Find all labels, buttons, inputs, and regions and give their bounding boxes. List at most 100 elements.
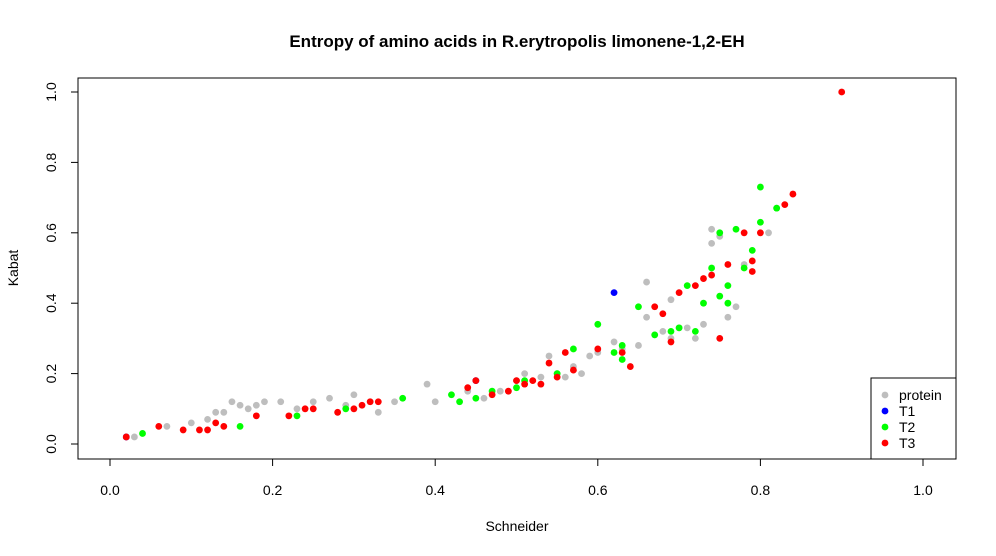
series-t1 bbox=[122, 289, 618, 441]
data-point-t3 bbox=[757, 229, 764, 237]
data-point-protein bbox=[277, 398, 285, 406]
series-protein bbox=[130, 204, 781, 441]
data-point-t2 bbox=[716, 229, 724, 237]
data-point-t2 bbox=[618, 356, 626, 363]
data-point-t2 bbox=[691, 327, 699, 335]
y-tick-label: 0.2 bbox=[43, 364, 59, 384]
data-point-protein bbox=[252, 401, 260, 409]
data-point-t3 bbox=[334, 408, 342, 416]
data-point-protein bbox=[350, 391, 358, 399]
data-point-t3 bbox=[309, 405, 317, 413]
data-point-protein bbox=[480, 394, 488, 402]
data-point-t3 bbox=[464, 384, 472, 392]
data-point-protein bbox=[643, 278, 650, 286]
data-point-t3 bbox=[374, 398, 382, 406]
data-point-t3 bbox=[724, 261, 732, 268]
data-point-t2 bbox=[570, 345, 577, 353]
data-point-protein bbox=[212, 408, 220, 416]
data-point-t2 bbox=[139, 430, 146, 437]
data-point-t2 bbox=[724, 299, 732, 307]
data-point-t2 bbox=[448, 391, 455, 399]
data-point-protein bbox=[578, 370, 585, 377]
data-point-protein bbox=[423, 380, 431, 388]
x-tick-label: 0.2 bbox=[263, 482, 283, 498]
data-point-t3 bbox=[553, 373, 561, 381]
data-point-t3 bbox=[285, 412, 293, 420]
data-point-protein bbox=[732, 303, 740, 311]
data-point-protein bbox=[431, 398, 439, 406]
data-point-t3 bbox=[529, 377, 537, 385]
data-point-protein bbox=[391, 398, 398, 406]
data-point-protein bbox=[700, 320, 707, 328]
data-point-t3 bbox=[521, 380, 529, 388]
data-point-t3 bbox=[350, 405, 358, 413]
data-point-protein bbox=[683, 324, 691, 332]
plot-frame bbox=[77, 77, 957, 460]
data-point-t3 bbox=[537, 380, 545, 388]
data-point-t3 bbox=[838, 88, 846, 96]
data-point-t3 bbox=[513, 377, 520, 385]
data-point-t2 bbox=[700, 299, 707, 307]
data-point-t3 bbox=[366, 398, 374, 406]
data-point-t2 bbox=[456, 398, 463, 406]
data-point-protein bbox=[326, 394, 333, 402]
data-point-protein bbox=[610, 338, 618, 346]
data-point-protein bbox=[244, 405, 252, 413]
data-point-t2 bbox=[667, 327, 675, 335]
data-point-protein bbox=[635, 342, 642, 349]
data-point-t3 bbox=[122, 433, 130, 441]
data-point-protein bbox=[545, 352, 553, 360]
data-point-protein bbox=[537, 373, 545, 381]
legend-marker-protein bbox=[881, 391, 889, 399]
data-point-t2 bbox=[399, 394, 407, 402]
data-point-protein bbox=[309, 398, 317, 406]
y-tick-label: 0.6 bbox=[43, 223, 59, 243]
data-point-t3 bbox=[301, 405, 309, 413]
data-point-t3 bbox=[570, 366, 577, 374]
data-point-t3 bbox=[691, 282, 699, 289]
data-point-t2 bbox=[716, 292, 724, 300]
data-point-protein bbox=[521, 370, 529, 377]
data-point-t3 bbox=[781, 201, 789, 209]
data-point-t3 bbox=[618, 349, 626, 356]
data-point-protein bbox=[261, 398, 268, 406]
data-point-protein bbox=[293, 405, 301, 413]
data-point-protein bbox=[691, 335, 699, 342]
data-point-t3 bbox=[626, 363, 634, 370]
y-tick-label: 0.8 bbox=[43, 152, 59, 172]
x-tick-label: 0.6 bbox=[588, 482, 608, 498]
data-point-t3 bbox=[561, 349, 569, 356]
data-point-t3 bbox=[716, 335, 724, 342]
data-point-t3 bbox=[659, 310, 667, 318]
x-axis-label: Schneider bbox=[485, 518, 548, 534]
data-point-t2 bbox=[757, 183, 764, 191]
data-point-t2 bbox=[748, 247, 756, 254]
data-point-t3 bbox=[708, 271, 716, 279]
data-point-t2 bbox=[683, 282, 691, 289]
y-axis-label: Kabat bbox=[5, 250, 21, 287]
data-point-t3 bbox=[472, 377, 480, 385]
data-point-t3 bbox=[488, 391, 496, 399]
data-point-t1 bbox=[610, 289, 618, 297]
data-point-protein bbox=[204, 415, 211, 423]
chart-title: Entropy of amino acids in R.erytropolis … bbox=[289, 32, 744, 51]
x-tick-label: 0.4 bbox=[425, 482, 445, 498]
data-point-t2 bbox=[236, 423, 244, 430]
x-tick-label: 0.0 bbox=[100, 482, 120, 498]
x-axis: 0.0 0.2 0.4 0.6 0.8 1.0 bbox=[100, 458, 933, 498]
data-point-t3 bbox=[212, 419, 220, 427]
data-point-t3 bbox=[204, 426, 211, 434]
data-point-t3 bbox=[358, 401, 366, 409]
data-point-protein bbox=[163, 423, 171, 430]
data-point-protein bbox=[561, 373, 569, 381]
data-point-t3 bbox=[748, 268, 756, 275]
data-point-protein bbox=[643, 313, 650, 321]
legend-entry-t3: T3 bbox=[899, 435, 916, 451]
data-point-t2 bbox=[651, 331, 659, 339]
y-axis: 0.0 0.2 0.4 0.6 0.8 1.0 bbox=[43, 82, 79, 454]
data-point-t3 bbox=[789, 190, 797, 198]
data-point-t2 bbox=[293, 412, 301, 420]
legend-entry-t1: T1 bbox=[899, 403, 916, 419]
